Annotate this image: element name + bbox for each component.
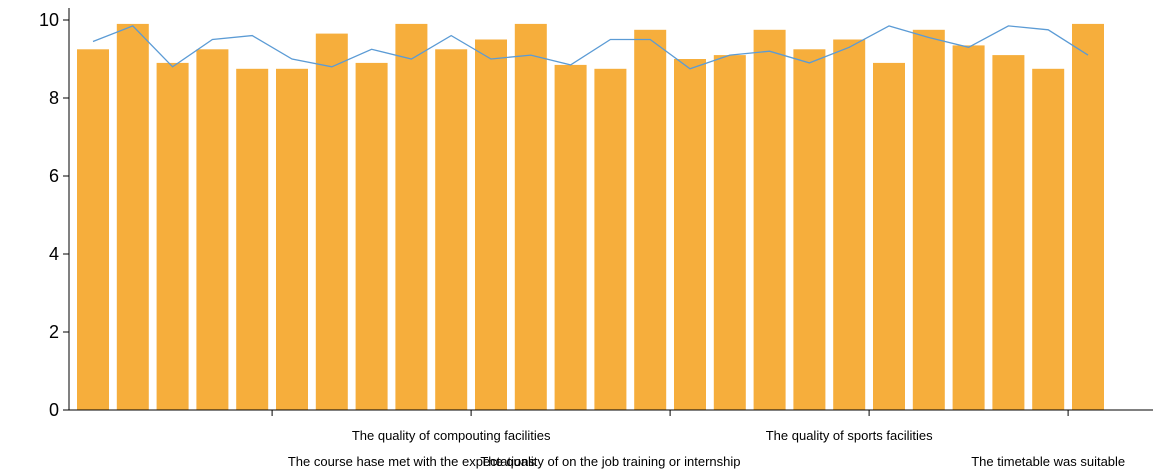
bar-17 <box>713 55 746 410</box>
bar-18 <box>753 29 786 411</box>
y-tick-label-6: 6 <box>49 166 59 186</box>
plot-area: 0 2 4 6 8 10 The course hase met with the expe… <box>39 8 1153 469</box>
bar-21 <box>873 62 905 411</box>
x-category-label-4: The quality of sports facilities <box>766 428 933 443</box>
x-category-label-5: The timetable was suitable <box>971 454 1125 469</box>
x-category-label-2: The quality of compouting facilities <box>352 428 551 443</box>
y-tick-label-4: 4 <box>49 244 59 264</box>
bar-15 <box>634 29 667 411</box>
bar-14 <box>594 68 627 411</box>
bar-5 <box>236 68 269 411</box>
bar-16 <box>674 59 706 410</box>
bar-8 <box>355 62 388 411</box>
bar-22 <box>912 29 945 411</box>
bar-25 <box>1032 68 1065 411</box>
bar-11 <box>475 39 507 410</box>
bar-19 <box>793 49 826 411</box>
bar-10 <box>435 49 468 411</box>
bar-24 <box>992 55 1025 410</box>
y-tick-label-2: 2 <box>49 322 59 342</box>
bar-7 <box>315 33 348 410</box>
bars <box>77 23 1104 411</box>
bar-13 <box>554 64 587 411</box>
y-tick-label-10: 10 <box>39 10 59 30</box>
bar-1 <box>77 49 109 411</box>
bar-26 <box>1072 23 1104 411</box>
line-series <box>92 25 1089 70</box>
bar-9 <box>395 23 428 411</box>
bar-6 <box>276 68 308 411</box>
bar-3 <box>156 62 189 411</box>
y-tick-label-8: 8 <box>49 88 59 108</box>
y-tick-label-0: 0 <box>49 400 59 420</box>
bar-20 <box>833 39 866 410</box>
x-category-label-3: The quality of on the job training or in… <box>480 454 740 469</box>
bar-2 <box>116 23 149 411</box>
bar-4 <box>196 49 229 411</box>
bar-12 <box>514 23 547 411</box>
bar-23 <box>952 45 985 411</box>
x-category-label-1: The course hase met with the expectation… <box>288 454 536 469</box>
